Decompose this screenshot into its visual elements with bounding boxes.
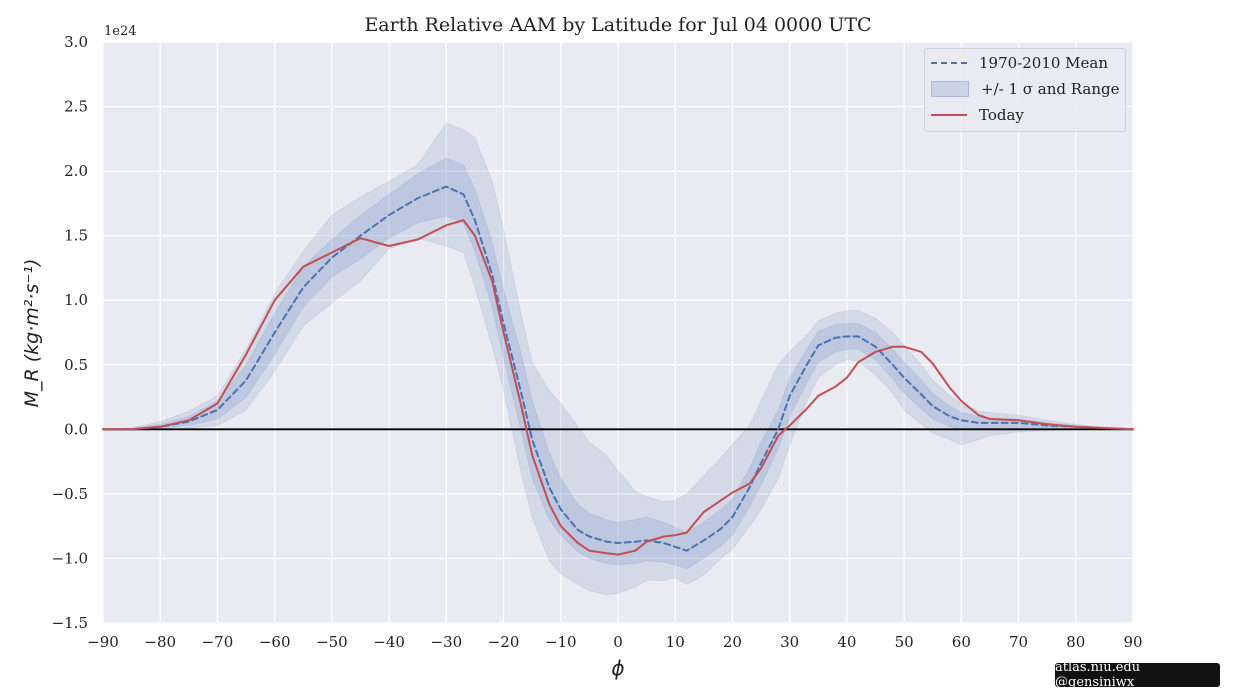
y-tick-label: 1.0	[64, 291, 88, 309]
y-tick-label: −1.5	[52, 614, 88, 632]
x-tick-label: 40	[837, 633, 856, 651]
x-tick-label: 80	[1066, 633, 1085, 651]
x-tick-label: −90	[87, 633, 119, 651]
grid-lines	[102, 41, 1134, 624]
x-tick-label: −70	[202, 633, 234, 651]
x-tick-label: −10	[545, 633, 577, 651]
legend-item-band: +/- 1 σ and Range	[925, 77, 1119, 101]
x-tick-label: −60	[259, 633, 291, 651]
y-tick-label: 0.0	[64, 420, 88, 438]
x-tick-label: 10	[666, 633, 685, 651]
x-tick-label: 0	[613, 633, 623, 651]
x-tick-label: 50	[895, 633, 914, 651]
legend-label-today: Today	[979, 106, 1024, 124]
chart-title: Earth Relative AAM by Latitude for Jul 0…	[364, 14, 872, 36]
x-tick-label: −80	[144, 633, 176, 651]
x-tick-label: 90	[1123, 633, 1142, 651]
y-tick-label: −1.0	[52, 549, 88, 567]
x-tick-label: −30	[431, 633, 463, 651]
y-tick-label: 1.5	[64, 227, 88, 245]
legend-item-mean: 1970-2010 Mean	[925, 51, 1108, 75]
y-exponent-label: 1e24	[104, 24, 137, 39]
credit-badge: atlas.niu.edu @gensiniwx	[1055, 660, 1220, 690]
x-tick-label: −20	[488, 633, 520, 651]
x-tick-label: 70	[1009, 633, 1028, 651]
series-lines	[102, 185, 1134, 556]
series-line-today	[102, 219, 1134, 556]
series-line-mean	[102, 185, 1134, 552]
x-tick-label: 60	[952, 633, 971, 651]
x-axis-label: ϕ	[611, 656, 625, 680]
y-tick-label: 0.5	[64, 356, 88, 374]
legend-label-band: +/- 1 σ and Range	[981, 80, 1120, 98]
legend-swatch-today	[931, 108, 967, 122]
x-tick-labels: −90 −80 −70 −60 −50 −40 −30 −20 −10 0 10 20 30 40 50 60…	[87, 633, 1142, 651]
y-axis-label: M_R (kg·m²·s⁻¹)	[21, 258, 43, 408]
legend-label-mean: 1970-2010 Mean	[979, 54, 1109, 72]
x-tick-label: −40	[373, 633, 405, 651]
y-tick-label: 3.0	[64, 33, 88, 51]
legend-swatch-band	[931, 81, 969, 97]
legend-swatch-mean	[931, 56, 967, 70]
y-tick-label: 2.0	[64, 162, 88, 180]
y-tick-labels: −1.5 −1.0 −0.5 0.0 0.5 1.0 1.5 2.0 2.5 3.0	[52, 33, 88, 632]
legend: 1970-2010 Mean +/- 1 σ and Range Today	[924, 48, 1126, 132]
y-tick-label: 2.5	[64, 98, 88, 116]
x-tick-label: 20	[723, 633, 742, 651]
legend-item-today: Today	[925, 103, 1024, 127]
x-tick-label: −50	[316, 633, 348, 651]
x-tick-label: 30	[780, 633, 799, 651]
y-tick-label: −0.5	[52, 485, 88, 503]
